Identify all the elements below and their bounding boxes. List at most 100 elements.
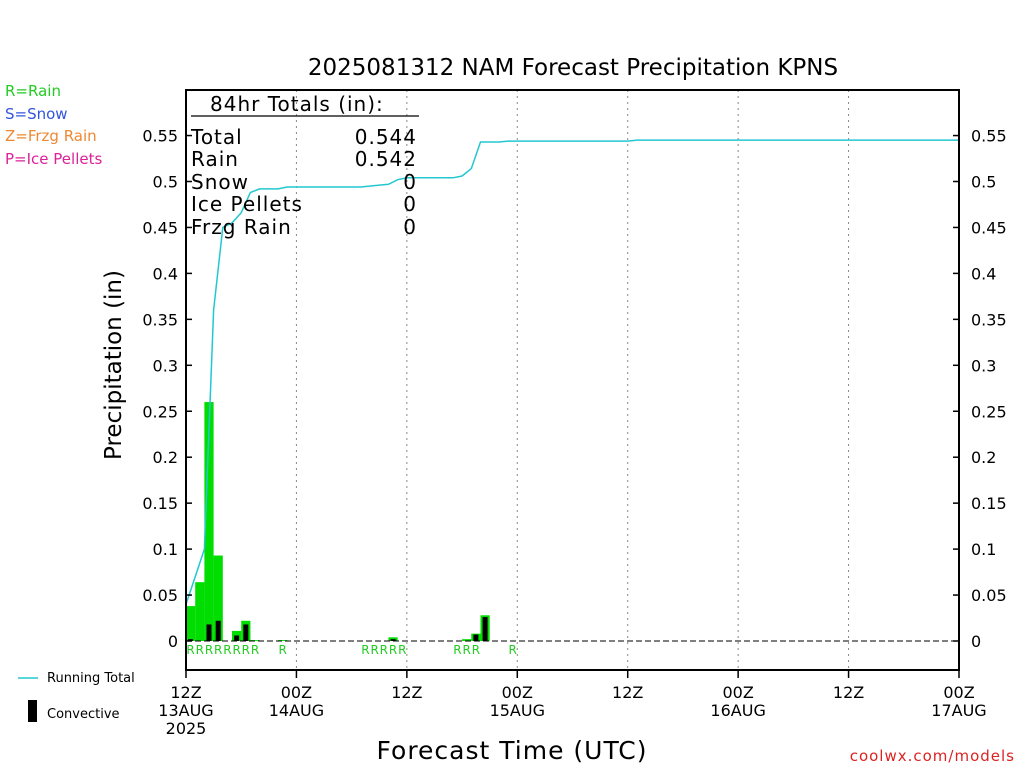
ytick-label-left-0.4: 0.4 bbox=[153, 264, 178, 283]
convective-bar-1h bbox=[188, 639, 194, 641]
ytick-label-right-0.05: 0.05 bbox=[971, 586, 1007, 605]
ytick-label-left-0.35: 0.35 bbox=[142, 310, 178, 329]
x-axis-label: Forecast Time (UTC) bbox=[377, 736, 648, 765]
xtick-label-60h-1: 16AUG bbox=[710, 701, 765, 720]
xtick-label-60h-0: 00Z bbox=[722, 683, 753, 702]
running-total-line bbox=[185, 139, 959, 605]
precip-code-21h: R bbox=[380, 643, 388, 657]
precip-bar-4h bbox=[213, 555, 223, 641]
y-axis-ticks: 0 00.05 0.050.1 0.10.15 0.150.2 0.20.25 0.250.… bbox=[142, 127, 1006, 651]
ytick-label-left-0.2: 0.2 bbox=[153, 448, 178, 467]
xtick-label-72h-0: 12Z bbox=[833, 683, 864, 702]
ytick-label-left-0.55: 0.55 bbox=[142, 127, 178, 146]
precip-code-7h: R bbox=[251, 643, 259, 657]
legend-convective: Convective bbox=[47, 707, 120, 722]
xtick-label-0h-0: 12Z bbox=[170, 683, 201, 702]
convective-bar-4h bbox=[215, 620, 221, 641]
totals-ice-pellets-label: Ice Pellets bbox=[191, 192, 303, 216]
precip-code-20h: R bbox=[370, 643, 378, 657]
convective-bar-23h bbox=[390, 639, 396, 641]
ytick-label-left-0: 0 bbox=[168, 632, 178, 651]
y-axis-label: Precipitation (in) bbox=[101, 270, 127, 460]
ytick-label-left-0.3: 0.3 bbox=[153, 356, 178, 375]
precip-code-31h: R bbox=[472, 643, 480, 657]
credit-text: coolwx.com/models bbox=[850, 747, 1015, 765]
totals-box: 84hr Totals (in): Total 0.544 Rain 0.542… bbox=[190, 92, 419, 239]
legend-freezing-rain: Z=Frzg Rain bbox=[5, 127, 97, 145]
precip-bar-3h bbox=[204, 402, 214, 641]
xtick-label-48h-0: 12Z bbox=[612, 683, 643, 702]
ytick-label-left-0.45: 0.45 bbox=[142, 218, 178, 237]
precip-code-6h: R bbox=[242, 643, 250, 657]
legend-rain: R=Rain bbox=[5, 82, 61, 100]
precip-bar-2h bbox=[195, 582, 205, 641]
convective-swatch bbox=[28, 700, 37, 722]
xtick-label-84h-0: 00Z bbox=[943, 683, 974, 702]
xtick-label-84h-1: 17AUG bbox=[931, 701, 986, 720]
precip-code-10h: R bbox=[278, 643, 286, 657]
precip-bar-11h bbox=[278, 640, 288, 641]
totals-header: 84hr Totals (in): bbox=[210, 92, 384, 116]
ytick-label-left-0.1: 0.1 bbox=[153, 540, 178, 559]
ytick-label-right-0.25: 0.25 bbox=[971, 402, 1007, 421]
xtick-label-36h-0: 00Z bbox=[502, 683, 533, 702]
ytick-label-right-0: 0 bbox=[971, 632, 981, 651]
ytick-label-left-0.25: 0.25 bbox=[142, 402, 178, 421]
ytick-label-right-0.4: 0.4 bbox=[971, 264, 996, 283]
totals-snow-value: 0 bbox=[403, 170, 417, 194]
precip-code-29h: R bbox=[453, 643, 461, 657]
convective-bar-7h bbox=[243, 624, 249, 641]
precip-type-legend: R=Rain S=Snow Z=Frzg Rain P=Ice Pellets bbox=[5, 82, 102, 168]
bar-layer bbox=[186, 402, 490, 641]
precip-code-4h: R bbox=[223, 643, 231, 657]
convective-bar-32h bbox=[473, 634, 479, 641]
convective-layer bbox=[188, 617, 488, 641]
convective-bar-33h bbox=[482, 617, 488, 641]
ytick-label-right-0.1: 0.1 bbox=[971, 540, 996, 559]
precip-code-3h: R bbox=[214, 643, 222, 657]
ytick-label-right-0.45: 0.45 bbox=[971, 218, 1007, 237]
totals-freezing-rain-value: 0 bbox=[403, 215, 417, 239]
precip-bar-8h bbox=[250, 640, 260, 641]
totals-total-label: Total bbox=[190, 125, 243, 149]
precip-code-0h: R bbox=[186, 643, 194, 657]
series-legend: Running Total Convective bbox=[18, 671, 135, 722]
xtick-label-0h-2: 2025 bbox=[166, 719, 207, 738]
convective-bar-6h bbox=[234, 635, 240, 641]
legend-running-total: Running Total bbox=[47, 671, 135, 686]
legend-snow: S=Snow bbox=[5, 105, 68, 123]
precip-bar-1h bbox=[186, 606, 196, 641]
chart-title: 2025081312 NAM Forecast Precipitation KP… bbox=[308, 55, 838, 81]
ytick-label-right-0.35: 0.35 bbox=[971, 310, 1007, 329]
totals-rain-value: 0.542 bbox=[355, 147, 417, 171]
precip-code-2h: R bbox=[205, 643, 213, 657]
precip-code-35h: R bbox=[509, 643, 517, 657]
ytick-label-right-0.2: 0.2 bbox=[971, 448, 996, 467]
xtick-label-12h-1: 14AUG bbox=[269, 701, 324, 720]
grid-layer bbox=[295, 90, 850, 670]
precip-code-5h: R bbox=[232, 643, 240, 657]
ytick-label-right-0.3: 0.3 bbox=[971, 356, 996, 375]
precip-code-30h: R bbox=[463, 643, 471, 657]
xtick-label-36h-1: 15AUG bbox=[490, 701, 545, 720]
ytick-label-left-0.15: 0.15 bbox=[142, 494, 178, 513]
totals-rain-label: Rain bbox=[191, 147, 239, 171]
totals-ice-pellets-value: 0 bbox=[403, 192, 417, 216]
legend-ice-pellets: P=Ice Pellets bbox=[5, 150, 102, 168]
precip-code-23h: R bbox=[398, 643, 406, 657]
xtick-label-0h-1: 13AUG bbox=[158, 701, 213, 720]
precip-code-22h: R bbox=[389, 643, 397, 657]
totals-total-value: 0.544 bbox=[355, 125, 417, 149]
precip-code-19h: R bbox=[361, 643, 369, 657]
xtick-label-24h-0: 12Z bbox=[391, 683, 422, 702]
totals-snow-label: Snow bbox=[191, 170, 249, 194]
ytick-label-left-0.05: 0.05 bbox=[142, 586, 178, 605]
ytick-label-left-0.5: 0.5 bbox=[153, 173, 178, 192]
ytick-label-right-0.5: 0.5 bbox=[971, 173, 996, 192]
ytick-label-right-0.55: 0.55 bbox=[971, 127, 1007, 146]
precip-code-1h: R bbox=[196, 643, 204, 657]
ytick-label-right-0.15: 0.15 bbox=[971, 494, 1007, 513]
